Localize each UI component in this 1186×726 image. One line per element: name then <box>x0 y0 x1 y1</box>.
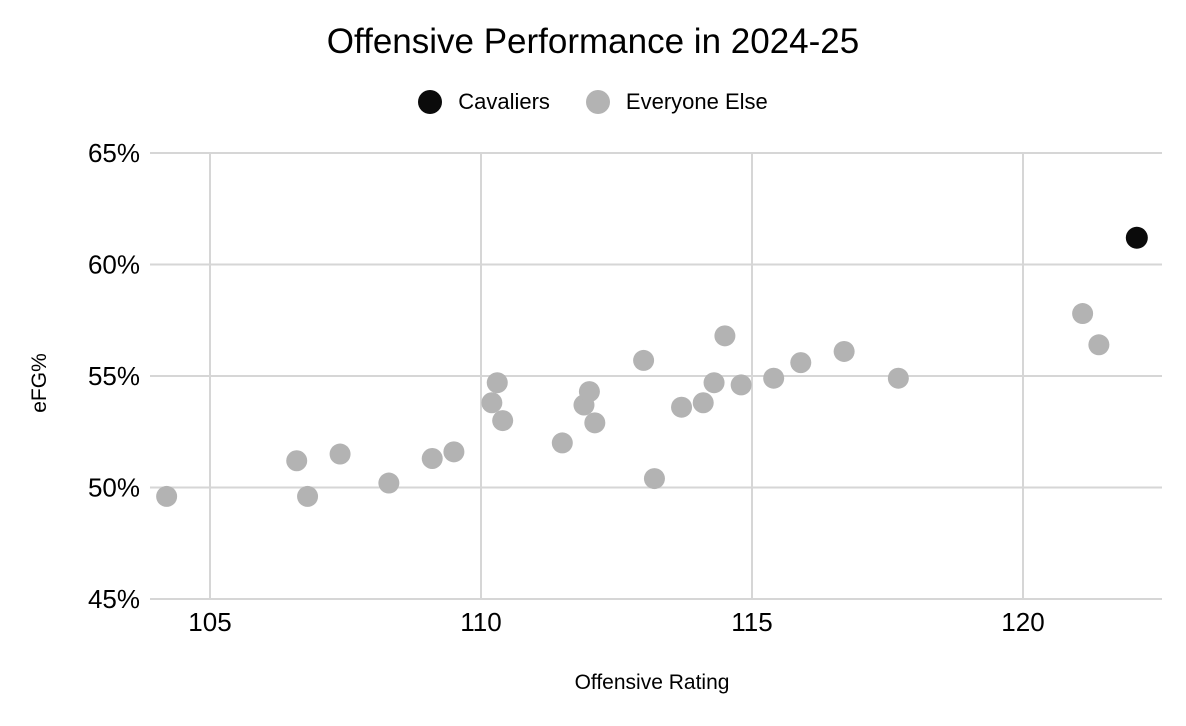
everyone-else-point <box>486 372 508 394</box>
everyone-else-swatch-icon <box>585 90 610 114</box>
legend-item-everyone-else: Everyone Else <box>585 89 768 115</box>
everyone-else-point <box>578 381 600 403</box>
everyone-else-point <box>1088 334 1110 356</box>
everyone-else-point <box>633 349 655 371</box>
y-tick-label: 55% <box>88 361 140 391</box>
everyone-else-point <box>481 392 503 414</box>
everyone-else-point <box>286 450 308 472</box>
everyone-else-point <box>492 410 514 432</box>
everyone-else-point <box>730 374 752 396</box>
everyone-else-point <box>443 441 465 463</box>
everyone-else-point <box>156 485 178 507</box>
everyone-else-point <box>297 485 319 507</box>
x-tick-label: 120 <box>1001 607 1044 637</box>
x-tick-label: 110 <box>460 607 501 637</box>
everyone-else-point <box>790 352 812 374</box>
everyone-else-point <box>692 392 714 414</box>
y-tick-label: 45% <box>88 584 140 614</box>
legend-item-cavaliers: Cavaliers <box>418 89 550 115</box>
legend-label-everyone-else: Everyone Else <box>625 89 768 114</box>
everyone-else-point <box>763 367 785 389</box>
everyone-else-point <box>714 325 736 347</box>
x-tick-label: 115 <box>731 607 772 637</box>
x-tick-label: 105 <box>188 607 231 637</box>
everyone-else-point <box>643 468 665 490</box>
y-tick-label: 60% <box>88 250 140 280</box>
everyone-else-point <box>421 448 443 470</box>
cavaliers-point <box>1125 226 1148 249</box>
legend: Cavaliers Everyone Else <box>0 89 1186 115</box>
y-axis-title: eFG% <box>28 353 51 413</box>
everyone-else-point <box>378 472 400 494</box>
cavaliers-swatch-icon <box>418 90 443 114</box>
y-tick-label: 65% <box>88 138 140 168</box>
y-tick-label: 50% <box>88 473 140 503</box>
everyone-else-point <box>671 396 693 418</box>
everyone-else-point <box>833 340 855 362</box>
x-axis-title: Offensive Rating <box>574 671 730 694</box>
everyone-else-point <box>551 432 573 454</box>
everyone-else-point <box>329 443 351 465</box>
everyone-else-point <box>887 367 909 389</box>
everyone-else-point <box>703 372 725 394</box>
everyone-else-point <box>1072 303 1094 325</box>
legend-label-cavaliers: Cavaliers <box>458 89 550 114</box>
everyone-else-point <box>584 412 606 434</box>
chart-title: Offensive Performance in 2024-25 <box>326 22 860 61</box>
